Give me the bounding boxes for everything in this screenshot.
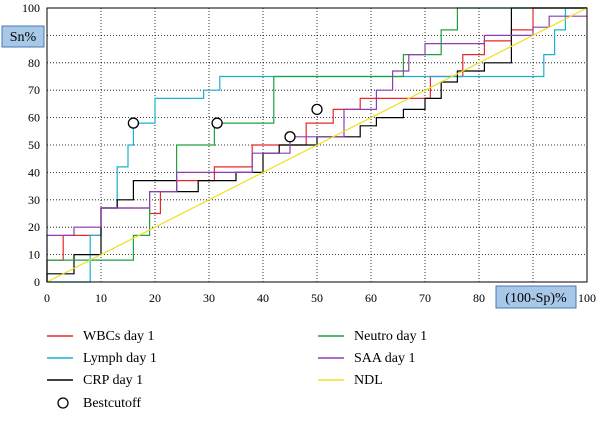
y-tick-label: 40 (28, 165, 40, 179)
x-axis-label-box (495, 285, 577, 309)
y-tick-label: 30 (28, 193, 40, 207)
legend-item: Neutro day 1 (318, 329, 427, 344)
y-tick-label: 100 (22, 1, 40, 15)
y-axis-label-box (1, 25, 45, 48)
legend-item: SAA day 1 (318, 351, 415, 366)
x-tick-label: 0 (44, 291, 50, 305)
y-tick-label: 70 (28, 83, 40, 97)
series-saa-day-1 (46, 15, 587, 282)
x-tick-label: 50 (311, 291, 323, 305)
cutoff-point (211, 117, 223, 129)
x-tick-label: 20 (149, 291, 161, 305)
legend-label: Bestcutoff (83, 396, 141, 411)
legend-label: WBCs day 1 (83, 329, 155, 344)
y-tick-label: 0 (34, 275, 40, 289)
y-axis-label-text: Sn% (10, 30, 37, 45)
legend-item: WBCs day 1 (47, 329, 155, 344)
x-tick-label: 60 (365, 291, 377, 305)
y-tick-label: 10 (28, 248, 40, 262)
plot-frame (46, 7, 588, 283)
legend-label: Neutro day 1 (354, 329, 427, 344)
x-axis-label: (100-Sp)% (495, 285, 577, 309)
y-tick-label: 50 (28, 138, 40, 152)
cutoff-markers (127, 103, 323, 143)
series-lines (46, 7, 588, 283)
x-tick-label: 40 (257, 291, 269, 305)
cutoff-point (127, 117, 140, 129)
cutoff-point (311, 103, 323, 116)
x-tick-label: 30 (203, 291, 215, 305)
legend-item: Bestcutoff (57, 396, 141, 411)
legend-item: NDL (318, 373, 383, 388)
legend-label: NDL (354, 373, 383, 388)
legend-label: SAA day 1 (354, 351, 415, 366)
legend-item: CRP day 1 (47, 373, 143, 388)
tick-labels: 0102030405060708010001020304050607080901… (22, 1, 596, 305)
legend-label: CRP day 1 (83, 373, 143, 388)
series-crp-day-1 (46, 7, 587, 282)
cutoff-point (284, 131, 296, 143)
x-tick-label: 80 (473, 291, 485, 305)
legend: WBCs day 1 Neutro day 1 Lymph day 1 SAA day… (47, 329, 427, 411)
y-tick-label: 80 (28, 56, 40, 70)
series-ndl (46, 7, 588, 283)
x-axis-label-text: (100-Sp)% (505, 291, 567, 306)
legend-marker-circle (57, 397, 69, 409)
y-tick-label: 60 (28, 111, 40, 125)
x-tick-label: 70 (419, 291, 431, 305)
x-tick-label: 100 (578, 291, 596, 305)
y-tick-label: 20 (28, 220, 40, 234)
legend-label: Lymph day 1 (83, 351, 157, 366)
y-axis-label: Sn% (1, 25, 45, 48)
x-tick-label: 10 (95, 291, 107, 305)
legend-item: Lymph day 1 (47, 351, 157, 366)
